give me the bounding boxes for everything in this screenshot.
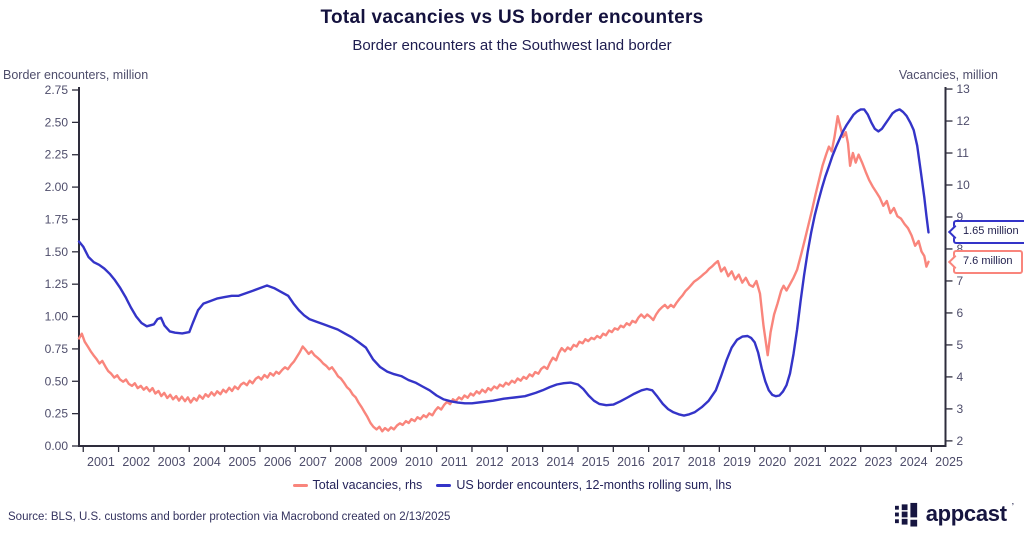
legend-item-border-encounters: US border encounters, 12-months rolling … xyxy=(436,478,731,492)
legend-label-total-vacancies: Total vacancies, rhs xyxy=(312,478,423,492)
x-axis-year-label: 2016 xyxy=(617,455,645,469)
left-axis-tick-label: 1.00 xyxy=(45,310,69,324)
callout-total-vacancies-text: 7.6 million xyxy=(963,254,1013,267)
x-axis-year-label: 2012 xyxy=(476,455,504,469)
x-axis-year-label: 2003 xyxy=(158,455,186,469)
right-axis-tick-label: 12 xyxy=(957,114,971,128)
x-axis-year-label: 2007 xyxy=(299,455,327,469)
x-axis-year-label: 2004 xyxy=(193,455,221,469)
x-axis-year-label: 2022 xyxy=(829,455,857,469)
right-axis-tick-label: 11 xyxy=(957,146,970,160)
x-axis-year-label: 2011 xyxy=(441,455,468,469)
left-axis-tick-label: 0.00 xyxy=(45,439,69,453)
callout-total-vacancies: 7.6 million xyxy=(953,249,1023,274)
x-axis-year-label: 2013 xyxy=(511,455,539,469)
left-axis-tick-label: 0.50 xyxy=(45,374,69,388)
callout-border-encounters: 1.65 million xyxy=(953,220,1024,245)
x-axis-year-label: 2002 xyxy=(122,455,150,469)
x-axis-year-label: 2018 xyxy=(688,455,716,469)
x-axis-year-label: 2009 xyxy=(370,455,398,469)
right-axis-tick-label: 8 xyxy=(957,242,964,256)
right-axis-tick-label: 7 xyxy=(957,274,964,288)
callout-border-encounters-text: 1.65 million xyxy=(963,225,1019,238)
right-axis-tick-label: 2 xyxy=(957,434,964,448)
legend-item-total-vacancies: Total vacancies, rhs xyxy=(292,478,423,492)
left-axis-tick-label: 1.50 xyxy=(45,245,69,259)
x-axis-year-label: 2010 xyxy=(405,455,433,469)
left-axis-tick-label: 2.00 xyxy=(45,180,69,194)
x-axis-year-label: 2019 xyxy=(723,455,751,469)
appcast-logo: appcast ’ xyxy=(894,501,1014,527)
left-axis-tick-label: 0.25 xyxy=(45,407,69,421)
series-line-border-encounters xyxy=(77,108,930,417)
right-axis-tick-label: 4 xyxy=(957,370,964,384)
right-axis-title: Vacancies, million xyxy=(898,68,998,82)
left-axis-title: Border encounters, million xyxy=(3,68,149,82)
x-axis-year-label: 2005 xyxy=(228,455,256,469)
appcast-logo-mark xyxy=(894,502,917,527)
series-line-total-vacancies xyxy=(77,114,930,433)
source-note: Source: BLS, U.S. customs and border pro… xyxy=(8,511,451,523)
right-axis-tick-label: 3 xyxy=(957,402,964,416)
left-axis-tick-label: 2.50 xyxy=(45,115,69,129)
x-axis-year-label: 2020 xyxy=(758,455,786,469)
x-axis-year-label: 2006 xyxy=(264,455,292,469)
x-axis-year-label: 2008 xyxy=(334,455,362,469)
left-axis-tick-label: 0.75 xyxy=(45,342,69,356)
x-axis-year-label: 2025 xyxy=(935,455,963,469)
left-axis-tick-label: 2.25 xyxy=(45,148,69,162)
axis-frame xyxy=(78,87,947,447)
x-axis-year-label: 2021 xyxy=(794,455,822,469)
appcast-trademark-tick: ’ xyxy=(1011,502,1014,513)
right-axis-tick-label: 9 xyxy=(957,210,964,224)
right-axis-tick-label: 5 xyxy=(957,338,964,352)
x-axis-year-label: 2014 xyxy=(546,455,574,469)
total-vacancies-dash-icon xyxy=(292,483,308,487)
x-axis-year-label: 2024 xyxy=(900,455,928,469)
border-encounters-dash-icon xyxy=(436,483,452,487)
appcast-logo-text: appcast xyxy=(925,501,1007,526)
legend-label-border-encounters: US border encounters, 12-months rolling … xyxy=(456,478,732,492)
left-axis-tick-label: 1.25 xyxy=(45,277,69,291)
chart-subtitle: Border encounters at the Southwest land … xyxy=(352,37,672,54)
x-axis-year-label: 2017 xyxy=(652,455,680,469)
x-axis-year-label: 2015 xyxy=(582,455,610,469)
left-axis-tick-label: 2.75 xyxy=(45,83,69,97)
chart-title: Total vacancies vs US border encounters xyxy=(320,7,704,28)
right-axis-tick-label: 10 xyxy=(957,178,971,192)
right-axis-tick-label: 13 xyxy=(957,82,971,96)
right-axis-tick-label: 6 xyxy=(957,306,964,320)
legend: Total vacancies, rhs US border encounter… xyxy=(0,478,1024,492)
left-axis-tick-label: 1.75 xyxy=(45,212,69,226)
x-axis-year-label: 2001 xyxy=(87,455,115,469)
x-axis-year-label: 2023 xyxy=(864,455,892,469)
